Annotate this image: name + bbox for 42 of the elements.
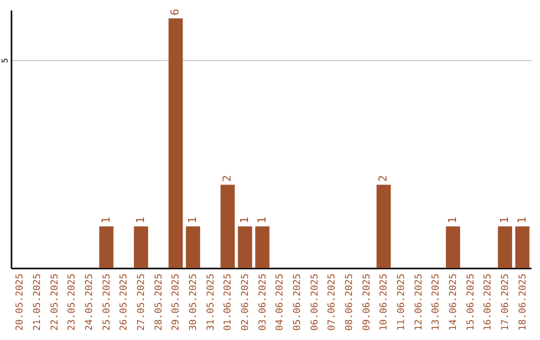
x-tick-label: 09.06.2025: [361, 274, 372, 331]
x-tick-label: 21.05.2025: [32, 274, 43, 331]
x-tick-label: 08.06.2025: [344, 274, 355, 331]
x-tick-label: 16.06.2025: [482, 274, 494, 331]
x-tick-label: 23.05.2025: [66, 274, 78, 331]
x-tick-label: 18.06.2025: [517, 274, 528, 331]
x-tick-label: 01.06.2025: [222, 274, 234, 331]
data-label: 1: [186, 216, 199, 224]
x-tick-label: 02.06.2025: [240, 274, 251, 331]
data-label: 2: [220, 175, 234, 182]
x-tick-label: 04.06.2025: [274, 274, 286, 331]
data-label: 2: [376, 175, 390, 182]
x-tick-label: 31.05.2025: [205, 274, 216, 331]
x-tick-label: 17.06.2025: [500, 274, 511, 331]
data-label: 1: [255, 216, 268, 224]
data-label: 6: [168, 8, 182, 16]
data-label: 1: [238, 216, 251, 224]
x-tick-label: 13.06.2025: [430, 274, 442, 331]
x-tick-label: 28.05.2025: [153, 274, 164, 331]
x-tick-label: 25.05.2025: [101, 274, 112, 331]
x-tick-label: 27.05.2025: [136, 274, 147, 331]
x-tick-label: 20.05.2025: [14, 274, 26, 331]
x-tick-label: 03.06.2025: [257, 274, 268, 331]
data-label: 1: [515, 216, 528, 224]
x-tick-label: 05.06.2025: [292, 274, 303, 331]
x-tick-label: 14.06.2025: [448, 274, 459, 331]
x-tick-label: 11.06.2025: [396, 274, 407, 331]
x-tick-label: 30.05.2025: [188, 274, 199, 331]
data-label: 1: [99, 216, 112, 224]
x-tick-label: 24.05.2025: [84, 274, 95, 331]
x-tick-label: 29.05.2025: [170, 274, 182, 331]
data-label: 1: [446, 216, 459, 224]
x-tick-label: 12.06.2025: [413, 274, 424, 331]
x-tick-label: 06.06.2025: [309, 274, 320, 331]
x-tick-label: 22.05.2025: [49, 274, 60, 331]
y-tick-label: 5: [0, 58, 10, 63]
data-label: 1: [134, 216, 147, 224]
x-tick-label: 07.06.2025: [326, 274, 338, 331]
x-tick-label: 26.05.2025: [118, 274, 130, 331]
x-tick-label: 10.06.2025: [378, 274, 390, 331]
data-label: 1: [498, 216, 511, 224]
x-tick-label: 15.06.2025: [465, 274, 476, 331]
